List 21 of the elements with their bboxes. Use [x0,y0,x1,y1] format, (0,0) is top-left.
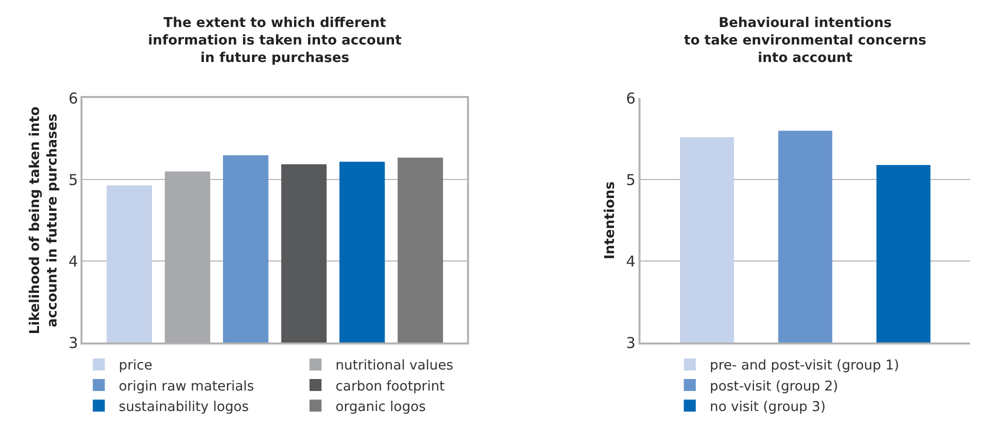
y-tick-label: 6 [68,89,78,108]
legend-label: organic logos [336,398,426,415]
legend-label: nutritional values [336,358,454,374]
legend-label: pre- and post-visit (group 1) [710,358,900,374]
legend-label: no visit (group 3) [710,398,826,415]
y-axis-title: Likelihood of being taken into account in future purchases [27,106,61,334]
y-tick-label: 6 [626,89,636,108]
legend-label: sustainability logos [118,398,249,415]
legend-label: post-visit (group 2) [710,378,838,394]
y-tick-label: 4 [68,252,78,270]
legend-label: carbon footprint [336,378,445,394]
chart-title: The extent to which different information is taken into account in future purchases [148,15,402,66]
y-tick-label: 3 [626,334,636,352]
y-tick-label: 4 [626,252,636,270]
y-tick-label: 5 [626,170,636,189]
y-tick-label: 5 [68,170,78,189]
legend-label: price [118,358,152,374]
y-axis-title: Intentions [602,182,618,260]
chart-title: Behavioural intentions to take environmental concerns into account [684,15,926,66]
legend-label: origin raw materials [118,378,254,394]
y-tick-label: 3 [68,334,78,352]
